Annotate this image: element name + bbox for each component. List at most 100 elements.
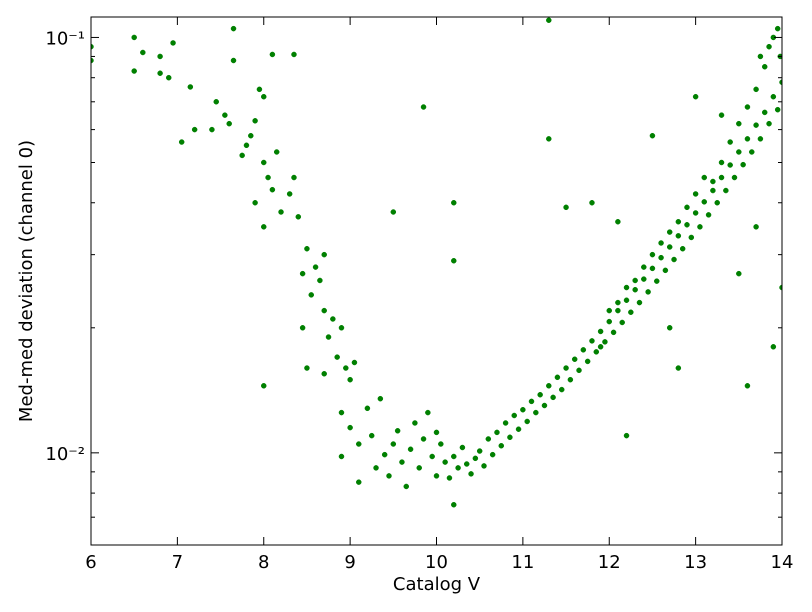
point [278, 209, 284, 215]
points [91, 17, 782, 508]
point [744, 383, 751, 389]
point [558, 386, 565, 393]
point [442, 459, 448, 465]
point [662, 267, 669, 274]
point [187, 84, 194, 90]
point [317, 277, 323, 284]
point [261, 93, 267, 100]
point [131, 34, 137, 41]
point [304, 245, 310, 252]
point [321, 307, 327, 314]
point [563, 204, 569, 211]
point [403, 483, 410, 490]
point [753, 86, 759, 93]
point [757, 136, 764, 142]
point [632, 277, 638, 284]
point [476, 448, 483, 454]
point [723, 187, 729, 194]
point [338, 325, 345, 331]
point [774, 25, 781, 32]
point [623, 297, 630, 303]
point [597, 328, 604, 335]
point [615, 307, 621, 314]
point [718, 159, 725, 166]
point [632, 286, 638, 293]
point [597, 344, 604, 350]
point [308, 292, 315, 298]
point [619, 319, 625, 326]
point [761, 109, 768, 116]
point [356, 441, 362, 447]
point [429, 453, 435, 460]
point [91, 57, 94, 64]
point [451, 199, 457, 206]
point [131, 68, 137, 74]
point [502, 420, 509, 426]
point [576, 367, 582, 374]
point [321, 371, 327, 377]
point [658, 240, 664, 246]
point [455, 465, 461, 471]
point [641, 276, 647, 282]
point [351, 359, 358, 366]
point [736, 270, 742, 277]
point [463, 461, 470, 467]
point [299, 325, 306, 331]
point [744, 136, 751, 142]
x-tick-label: 11 [511, 552, 534, 573]
point [373, 465, 379, 471]
point [304, 365, 310, 371]
point [222, 112, 228, 118]
point [256, 86, 263, 93]
point [761, 64, 768, 70]
point [459, 444, 466, 451]
point [416, 465, 422, 471]
point [140, 49, 146, 56]
point [649, 251, 656, 258]
point [433, 429, 440, 436]
point [671, 256, 677, 263]
point [675, 219, 682, 225]
point [170, 40, 176, 46]
point [641, 264, 647, 270]
point [580, 347, 587, 353]
point [261, 159, 267, 166]
point [615, 299, 621, 306]
point [468, 471, 474, 477]
point [239, 152, 245, 159]
x-tick-label: 7 [172, 552, 183, 573]
point [666, 244, 673, 250]
point [610, 329, 617, 336]
point [230, 25, 237, 32]
point [438, 441, 444, 447]
point [394, 428, 401, 434]
point [736, 149, 742, 155]
point [675, 365, 682, 371]
point [252, 118, 258, 124]
point [489, 451, 496, 458]
point [286, 191, 293, 197]
point [550, 394, 556, 401]
point [507, 434, 513, 441]
point [589, 199, 595, 206]
point [515, 426, 522, 432]
point [252, 199, 258, 206]
point [779, 284, 782, 291]
point [546, 136, 552, 142]
x-tick-label: 14 [771, 552, 794, 573]
point [753, 122, 759, 128]
point [243, 142, 250, 149]
point [157, 53, 163, 60]
point [749, 149, 755, 155]
point [615, 219, 621, 225]
point [377, 395, 384, 402]
point [368, 432, 375, 439]
point [165, 74, 172, 81]
point [666, 229, 673, 235]
point [347, 376, 353, 383]
point [654, 278, 660, 284]
point [714, 199, 720, 206]
point [451, 453, 457, 460]
point [546, 383, 552, 389]
point [381, 451, 388, 458]
